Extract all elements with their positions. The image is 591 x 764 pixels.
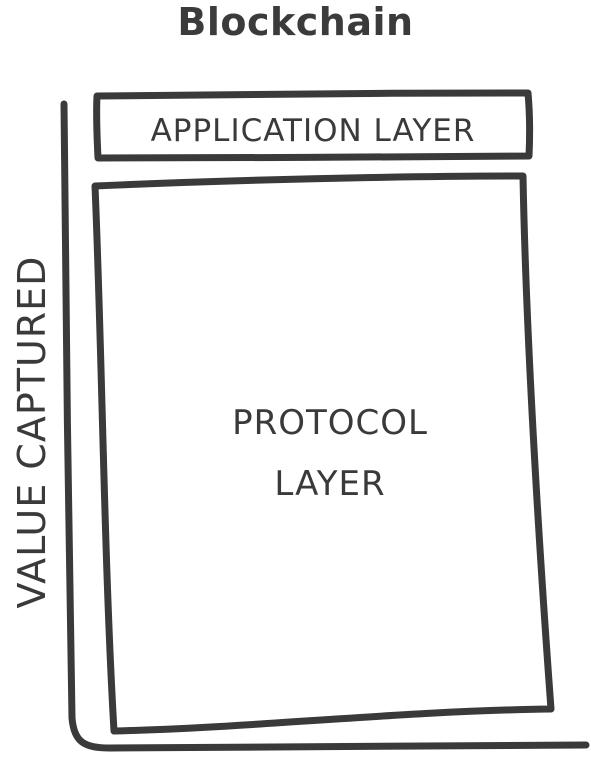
application-layer-box (93, 89, 534, 162)
diagram-title: Blockchain (177, 0, 414, 44)
protocol-layer-label-line1: PROTOCOL (232, 403, 428, 443)
value-captured-axis-label: VALUE CAPTURED (10, 256, 54, 609)
protocol-layer-label-line2: LAYER (274, 464, 385, 504)
protocol-layer-box (91, 172, 555, 735)
application-layer-label: APPLICATION LAYER (151, 113, 476, 149)
value-axis-line (60, 100, 590, 752)
